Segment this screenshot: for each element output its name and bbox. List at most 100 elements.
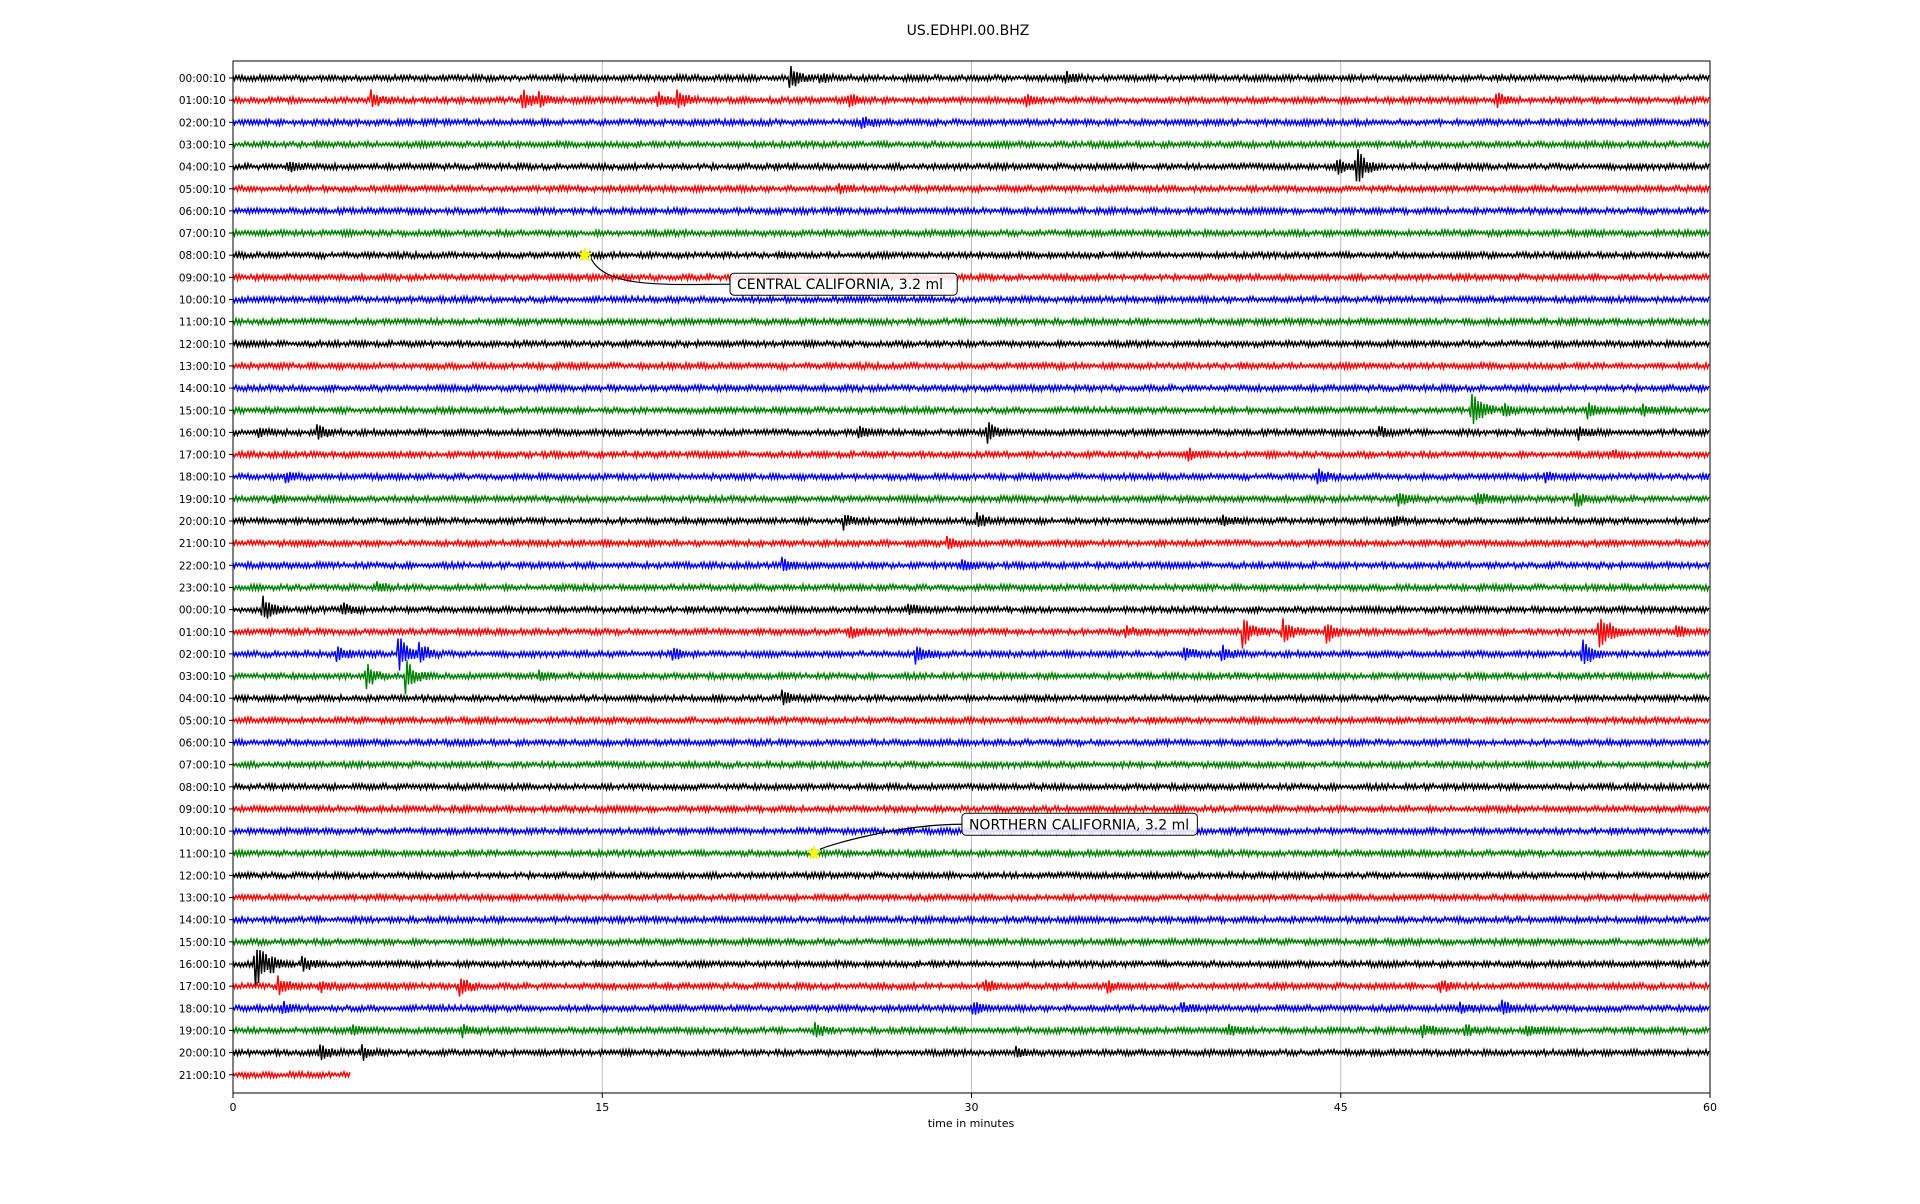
trace-row: [232, 447, 1710, 462]
row-label: 06:00:10: [179, 206, 226, 218]
row-label: 03:00:10: [179, 139, 226, 151]
trace-row: [232, 338, 1710, 350]
row-label: 02:00:10: [179, 649, 226, 661]
trace-row: [232, 780, 1710, 793]
trace-row: [232, 492, 1710, 507]
row-label: 11:00:10: [179, 848, 226, 860]
trace-group: [232, 66, 1710, 1081]
row-label: 08:00:10: [179, 250, 226, 262]
trace-row: [232, 869, 1710, 882]
trace-row: [232, 89, 1710, 109]
trace-row: [232, 803, 1710, 815]
row-label: 02:00:10: [179, 117, 226, 129]
row-label: 09:00:10: [179, 804, 226, 816]
trace-row: [232, 468, 1710, 485]
row-label: 20:00:10: [179, 1048, 226, 1060]
trace-row: [232, 736, 1710, 749]
x-tick-label: 15: [595, 1101, 609, 1114]
trace-row: [232, 360, 1710, 372]
row-label: 19:00:10: [179, 1025, 226, 1037]
row-label: 00:00:10: [179, 605, 226, 617]
row-label: 13:00:10: [179, 893, 226, 905]
row-label: 21:00:10: [179, 1070, 226, 1082]
trace-row: [232, 382, 1710, 394]
event-star-icon: [577, 247, 593, 262]
row-label: 14:00:10: [179, 383, 226, 395]
trace-row: [232, 999, 1710, 1015]
trace-row: [232, 66, 1710, 88]
row-label: 22:00:10: [179, 560, 226, 572]
row-label: 16:00:10: [179, 427, 226, 439]
row-label: 12:00:10: [179, 870, 226, 882]
trace-row: [232, 393, 1710, 425]
trace-row: [232, 556, 1710, 572]
trace-row: [232, 1069, 351, 1081]
row-label: 08:00:10: [179, 782, 226, 794]
trace-row: [232, 1022, 1710, 1039]
row-label: 07:00:10: [179, 760, 226, 772]
row-label: 00:00:10: [179, 73, 226, 85]
row-label: 07:00:10: [179, 228, 226, 240]
row-label: 11:00:10: [179, 317, 226, 329]
trace-row: [232, 1044, 1710, 1061]
trace-row: [232, 660, 1710, 695]
row-label: 06:00:10: [179, 738, 226, 750]
trace-row: [232, 913, 1710, 926]
trace-row: [232, 847, 1710, 860]
row-label: 21:00:10: [179, 538, 226, 550]
row-label: 05:00:10: [179, 184, 226, 196]
row-label: 09:00:10: [179, 272, 226, 284]
event-label: NORTHERN CALIFORNIA, 3.2 ml: [969, 817, 1189, 833]
row-label: 14:00:10: [179, 915, 226, 927]
trace-row: [232, 182, 1710, 195]
row-label: 03:00:10: [179, 671, 226, 683]
trace-row: [232, 936, 1710, 948]
trace-row: [232, 714, 1710, 727]
x-tick-label: 0: [230, 1101, 237, 1114]
row-label: 18:00:10: [179, 1003, 226, 1015]
x-tick-label: 60: [1703, 1101, 1717, 1114]
trace-row: [232, 975, 1710, 997]
row-label: 13:00:10: [179, 361, 226, 373]
row-label: 18:00:10: [179, 472, 226, 484]
x-axis-label: time in minutes: [928, 1117, 1015, 1130]
trace-row: [232, 138, 1710, 151]
trace-row: [232, 535, 1710, 550]
trace-row: [232, 891, 1710, 904]
trace-row: [232, 638, 1710, 671]
trace-row: [232, 949, 1710, 989]
row-label: 04:00:10: [179, 162, 226, 174]
event-label-box: [961, 812, 1198, 836]
trace-row: [232, 293, 1710, 306]
trace-row: [232, 116, 1710, 129]
row-label: 01:00:10: [179, 627, 226, 639]
trace-row: [232, 249, 1710, 261]
trace-row: [232, 689, 1710, 706]
row-label: 10:00:10: [179, 826, 226, 838]
event-annotations: CENTRAL CALIFORNIA, 3.2 ml NORTHERN CALIF…: [577, 247, 1198, 860]
x-ticks: 0 15 30 45 60: [230, 1093, 1717, 1114]
event-star-icon: [806, 845, 822, 860]
trace-row: [232, 422, 1710, 444]
trace-row: [232, 581, 1710, 594]
x-tick-label: 45: [1334, 1101, 1348, 1114]
trace-row: [232, 271, 1710, 284]
trace-row: [232, 595, 1710, 619]
trace-row: [232, 758, 1710, 771]
trace-row: [232, 227, 1710, 239]
trace-row: [232, 618, 1710, 649]
plot-frame: [232, 60, 1711, 1094]
row-label: 19:00:10: [179, 494, 226, 506]
row-label: 17:00:10: [179, 450, 226, 462]
row-label: 16:00:10: [179, 959, 226, 971]
row-label: 05:00:10: [179, 715, 226, 727]
trace-row: [232, 149, 1710, 182]
row-label: 15:00:10: [179, 405, 226, 417]
trace-row: [232, 315, 1710, 328]
event-label: CENTRAL CALIFORNIA, 3.2 ml: [737, 277, 943, 293]
row-label: 17:00:10: [179, 981, 226, 993]
row-label: 23:00:10: [179, 582, 226, 594]
x-tick-label: 30: [965, 1101, 979, 1114]
row-labels: 00:00:10 01:00:10 02:00:10 03:00:10 04:00:10…: [179, 73, 233, 1082]
